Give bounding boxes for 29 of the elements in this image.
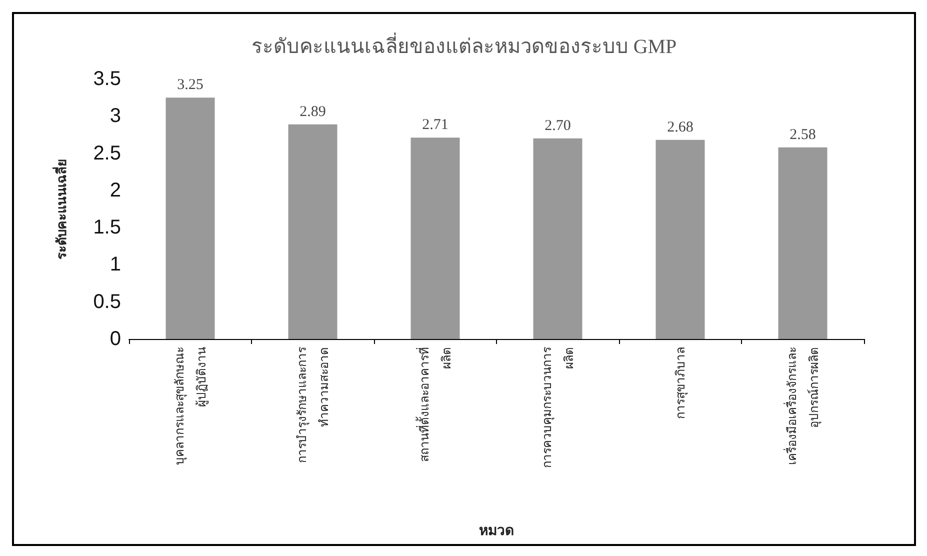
y-tick-label: 1 xyxy=(110,254,121,276)
bar xyxy=(410,138,460,339)
y-tick-label: 3.5 xyxy=(93,68,121,90)
x-tick-label: สถานที่ตั้งและอาคารที่ ผลิต xyxy=(415,347,454,462)
x-axis-title: หมวด xyxy=(479,523,514,539)
data-label: 2.71 xyxy=(422,117,448,134)
y-tick-label: 1.5 xyxy=(93,216,121,239)
bar xyxy=(656,140,705,339)
data-label: 2.89 xyxy=(300,104,326,120)
chart-title: ระดับคะแนนเฉลี่ยของแต่ละหมวดของระบบ GMP xyxy=(251,32,677,58)
y-tick-label: 3 xyxy=(110,105,121,128)
x-tick-label: การบำรุงรักษาและการ ทำความสะอาด xyxy=(294,346,331,463)
data-label: 2.68 xyxy=(667,119,694,136)
y-tick-label: 0 xyxy=(110,328,121,350)
bar xyxy=(288,124,338,339)
y-tick-label: 2 xyxy=(110,179,121,202)
bar xyxy=(778,147,828,339)
x-tick-label: เครื่องมือเครื่องจักรและ อุปกรณ์การผลิต xyxy=(782,347,822,465)
data-label: 2.70 xyxy=(544,118,571,134)
y-tick-label: 2.5 xyxy=(93,142,121,164)
x-tick-label: บุคลากรและสุขลักษณะ ผู้ปฏิบัติงาน xyxy=(172,347,210,465)
y-tick-label: 0.5 xyxy=(93,290,121,313)
bar xyxy=(166,98,215,339)
y-axis-title: ระดับคะแนนเฉลี่ย xyxy=(52,158,70,260)
data-label: 3.25 xyxy=(177,77,204,94)
data-label: 2.58 xyxy=(790,126,816,143)
x-tick-label: การสุขาภิบาล xyxy=(673,347,688,419)
bar xyxy=(533,138,582,339)
x-tick-label: การควบคุมกระบวนการ ผลิต xyxy=(540,346,576,468)
